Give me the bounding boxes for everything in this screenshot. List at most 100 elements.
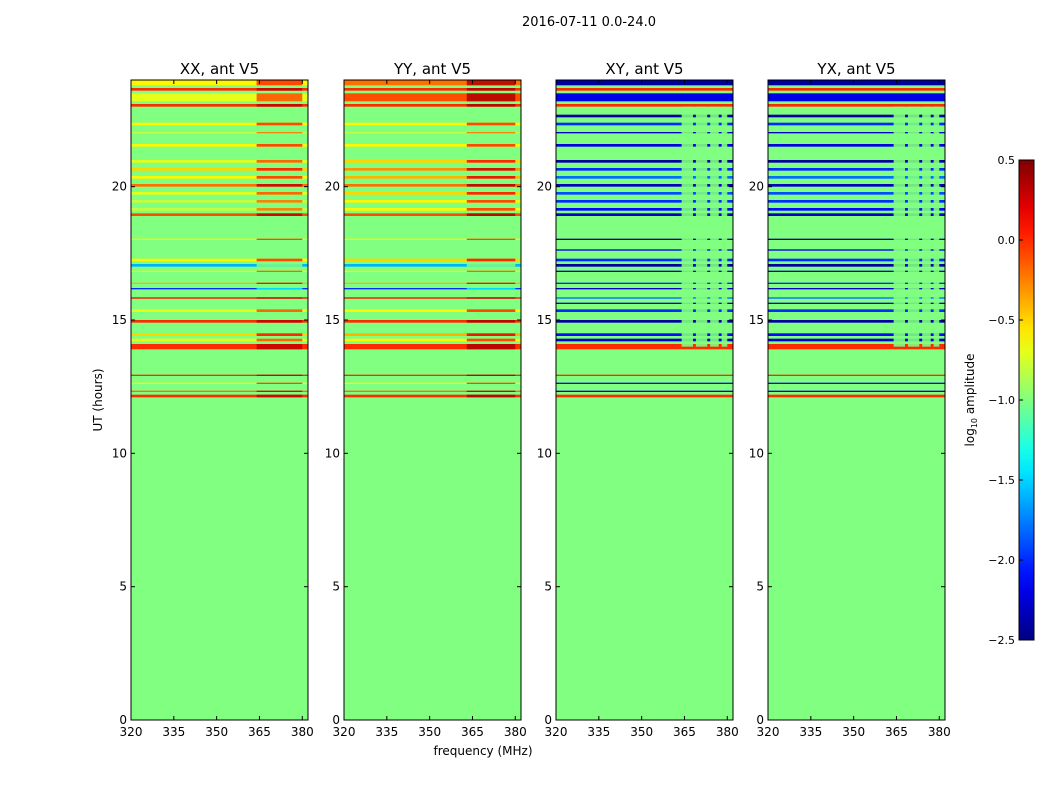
heatmap-band	[768, 249, 945, 251]
x-tick-label: 380	[928, 725, 951, 739]
x-tick-label: 320	[757, 725, 780, 739]
heatmap-band	[344, 382, 521, 384]
heatmap-band	[131, 200, 308, 203]
heatmap-gap	[681, 106, 694, 347]
heatmap-hot-cell	[466, 144, 516, 147]
heatmap-hot-cell	[256, 192, 303, 195]
heatmap-band	[768, 264, 945, 267]
heatmap-hot-cell	[466, 122, 516, 126]
colorbar-label: log10 amplitude	[963, 354, 979, 447]
heatmap-band	[344, 160, 521, 163]
heatmap-hot-cell	[466, 104, 516, 107]
heatmap-band	[768, 160, 945, 163]
heatmap-band	[768, 114, 945, 118]
y-tick-label: 20	[749, 180, 764, 194]
heatmap-band	[768, 320, 945, 323]
heatmap-hot-cell	[466, 168, 516, 171]
heatmap-band	[131, 344, 308, 350]
heatmap-band	[131, 168, 308, 171]
heatmap-band	[556, 382, 733, 384]
x-tick-label: 350	[418, 725, 441, 739]
heatmap-hot-cell	[466, 176, 516, 179]
heatmap-band	[344, 176, 521, 179]
heatmap-hot-cell	[466, 390, 516, 392]
heatmap-band	[344, 394, 521, 398]
heatmap-band	[131, 338, 308, 342]
colorbar-tick-label: −2.0	[988, 554, 1015, 567]
y-tick-label: 20	[537, 180, 552, 194]
heatmap-hot-cell	[466, 132, 516, 134]
x-tick-label: 365	[248, 725, 271, 739]
y-tick-label: 5	[332, 580, 340, 594]
x-tick-label: 380	[504, 725, 527, 739]
heatmap-band	[768, 344, 945, 350]
heatmap-band	[556, 88, 733, 91]
heatmap-hot-cell	[256, 80, 303, 86]
heatmap-band	[131, 184, 308, 187]
heatmap-hot-cell	[466, 297, 516, 299]
x-tick-label: 335	[799, 725, 822, 739]
heatmap-band	[131, 382, 308, 384]
heatmap-band	[131, 270, 308, 272]
heatmap-hot-cell	[256, 160, 303, 163]
heatmap-band	[344, 208, 521, 211]
heatmap-band	[344, 80, 521, 86]
heatmap-hot-cell	[466, 238, 516, 240]
panel-frame	[555, 79, 734, 721]
heatmap-hot-cell	[466, 344, 516, 350]
y-tick-label: 15	[325, 313, 340, 327]
heatmap-band	[131, 104, 308, 107]
heatmap-hot-cell	[256, 382, 303, 384]
heatmap-band	[768, 144, 945, 147]
heatmap-band	[131, 192, 308, 195]
heatmap-hot-cell	[466, 270, 516, 272]
y-tick-label: 0	[544, 713, 552, 727]
y-tick-label: 10	[537, 446, 552, 460]
heatmap-band	[556, 192, 733, 195]
heatmap-band	[556, 144, 733, 147]
heatmap-band	[768, 122, 945, 126]
heatmap-hot-cell	[256, 394, 303, 398]
heatmap-band	[131, 320, 308, 323]
x-tick-label: 320	[120, 725, 143, 739]
panel-2: YY, ant V5 320 335 350 365 380 0 5 10 15 20	[325, 60, 527, 739]
heatmap-hot-cell	[256, 200, 303, 203]
heatmap-band	[131, 144, 308, 147]
colorbar: log10 amplitude 0.5 0.0 −0.5 −1.0 −1.5 −2.0 −2…	[963, 154, 1035, 647]
y-tick-label: 20	[112, 180, 127, 194]
heatmap-hot-cell	[256, 93, 303, 102]
heatmap-band	[131, 390, 308, 392]
heatmap-band	[768, 200, 945, 203]
heatmap-band	[344, 288, 521, 290]
heatmap-band	[768, 297, 945, 299]
heatmap-band	[768, 80, 945, 86]
x-tick-label: 380	[291, 725, 314, 739]
heatmap-band	[556, 302, 733, 304]
x-tick-label: 320	[545, 725, 568, 739]
heatmap-hot-cell	[466, 338, 516, 342]
heatmap-band	[556, 114, 733, 118]
panel-3: XY, ant V5 320 335 350 365 380 0 5 10 15 20	[537, 60, 739, 739]
heatmap-hot-cell	[466, 80, 516, 86]
heatmap-band	[556, 282, 733, 284]
panel-4: YX, ant V5 320 335 350 365 380 0 5 10 15 20	[749, 60, 951, 739]
panel-frame	[130, 79, 309, 721]
heatmap-band	[556, 132, 733, 134]
heatmap-band	[556, 200, 733, 203]
heatmap-hot-cell	[466, 258, 516, 262]
heatmap-hot-cell	[256, 104, 303, 107]
heatmap-hot-cell	[256, 122, 303, 126]
heatmap-band	[556, 80, 733, 86]
heatmap-band	[556, 390, 733, 392]
heatmap-hot-cell	[256, 288, 303, 290]
heatmap-band	[344, 93, 521, 102]
heatmap-hot-cell	[256, 208, 303, 211]
heatmap-band	[768, 382, 945, 384]
heatmap-band	[768, 132, 945, 134]
colorbar-tick-label: −0.5	[988, 314, 1015, 327]
heatmap-band	[768, 338, 945, 342]
x-tick-label: 335	[162, 725, 185, 739]
heatmap-hot-cell	[466, 382, 516, 384]
heatmap-band	[768, 238, 945, 240]
